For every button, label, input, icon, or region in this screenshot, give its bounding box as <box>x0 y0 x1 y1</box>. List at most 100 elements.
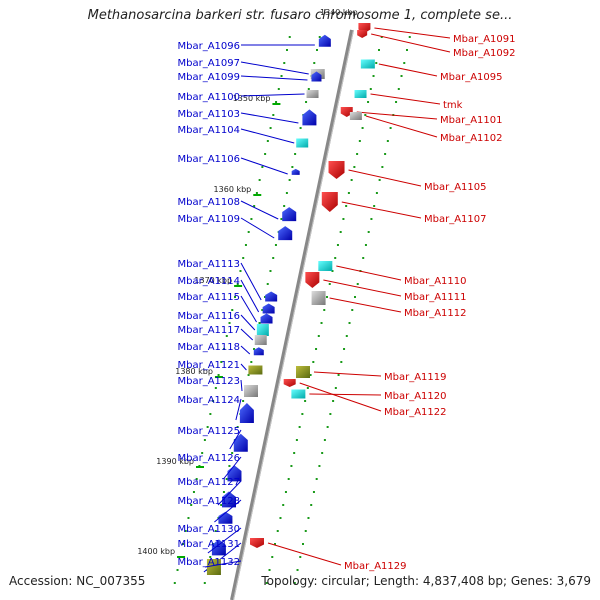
forward-gene-box <box>248 365 263 375</box>
reverse-gene-label: Mbar_A1107 <box>424 214 487 225</box>
outer-right-track-dot <box>265 582 268 584</box>
reverse-gene-label: Mbar_A1129 <box>344 561 407 572</box>
topology-text: Topology: circular; Length: 4,837,408 bp… <box>261 574 591 588</box>
reverse-label-connector <box>267 542 342 566</box>
outer-left-track-dot <box>228 465 231 467</box>
outer-left-track-dot <box>272 257 275 259</box>
forward-gene-label: Mbar_A1126 <box>177 453 240 464</box>
inner-right-track-dot <box>373 205 376 207</box>
outer-right-track-dot <box>315 348 318 350</box>
inner-right-track-dot <box>332 400 335 402</box>
forward-gene-arrow <box>239 403 254 423</box>
reverse-gene-label: Mbar_A1092 <box>453 48 516 59</box>
inner-right-track-dot <box>326 426 329 428</box>
inner-left-track-dot <box>195 478 198 480</box>
outer-right-track-dot <box>271 556 274 558</box>
outer-left-track-dot <box>307 88 310 90</box>
inner-right-track-dot <box>403 62 406 64</box>
backbone-line <box>230 29 354 600</box>
inner-left-track-dot <box>214 387 217 389</box>
outer-right-track-dot <box>350 179 353 181</box>
outer-right-track-dot <box>309 374 312 376</box>
reverse-gene-arrow <box>305 272 320 288</box>
inner-right-track-dot <box>370 218 373 220</box>
inner-left-track-dot <box>234 296 236 298</box>
outer-right-track-dot <box>284 491 287 493</box>
forward-label-connector <box>240 363 247 371</box>
outer-left-track-dot <box>253 348 256 350</box>
reverse-label-connector <box>341 201 422 219</box>
outer-right-track-dot <box>358 140 361 142</box>
outer-right-track-dot <box>306 387 309 389</box>
forward-gene-label: Mbar_A1104 <box>177 125 240 136</box>
inner-right-track-dot <box>378 179 381 181</box>
reverse-gene-arrow <box>321 192 338 212</box>
inner-left-track-dot <box>253 205 256 207</box>
reverse-gene-label: Mbar_A1112 <box>404 308 467 319</box>
scale-tick-label: 1370 kbp <box>194 276 232 285</box>
reverse-gene-label: Mbar_A1102 <box>440 133 503 144</box>
forward-gene-arrow <box>262 303 275 314</box>
forward-gene-label: Mbar_A1132 <box>177 557 240 568</box>
inner-right-track-dot <box>400 75 403 77</box>
reverse-gene-arrow <box>357 30 368 38</box>
outer-right-track-dot <box>298 426 301 428</box>
outer-left-track-dot <box>225 478 228 480</box>
inner-left-track-dot <box>283 62 286 64</box>
outer-left-track-dot <box>231 452 234 454</box>
inner-left-track-dot <box>190 504 193 506</box>
forward-gene-label: Mbar_A1130 <box>177 524 240 535</box>
reverse-gene-label: Mbar_A1111 <box>404 292 467 303</box>
forward-gene-label: Mbar_A1117 <box>177 325 240 336</box>
reverse-gene-box <box>311 291 326 305</box>
inner-right-track-dot <box>315 478 318 480</box>
outer-left-track-dot <box>236 426 239 428</box>
inner-right-track-dot <box>334 387 337 389</box>
outer-right-track-dot <box>274 543 276 545</box>
inner-right-track-dot <box>362 257 365 259</box>
inner-right-track-dot <box>321 452 324 454</box>
inner-right-track-dot <box>397 88 400 90</box>
forward-label-connector <box>240 61 309 75</box>
forward-label-connector <box>240 262 262 301</box>
reverse-gene-label: Mbar_A1110 <box>404 276 467 287</box>
forward-gene-label: Mbar_A1128 <box>177 496 240 507</box>
outer-left-track-dot <box>258 322 261 324</box>
reverse-gene-label: tmk <box>443 100 463 111</box>
inner-left-track-dot <box>231 309 234 311</box>
outer-right-track-dot <box>279 517 282 519</box>
forward-label-connector <box>240 217 275 239</box>
inner-left-track-dot <box>187 517 190 519</box>
reverse-gene-arrow <box>340 107 353 117</box>
inner-left-track-dot <box>201 452 204 454</box>
forward-gene-label: Mbar_A1116 <box>177 311 240 322</box>
forward-gene-arrow <box>311 71 322 82</box>
inner-right-track-dot <box>345 335 348 337</box>
outer-right-track-dot <box>334 257 337 259</box>
outer-left-track-dot <box>220 504 223 506</box>
inner-left-track-dot <box>275 101 278 103</box>
outer-right-track-dot <box>287 478 290 480</box>
inner-left-track-dot <box>244 244 247 246</box>
outer-left-track-dot <box>264 296 266 298</box>
outer-right-track-dot <box>317 335 320 337</box>
inner-right-track-dot <box>296 569 299 571</box>
tick-label-top: 1340 kbp <box>320 8 358 17</box>
inner-right-track-dot <box>312 491 315 493</box>
inner-right-track-dot <box>408 36 411 38</box>
inner-right-track-dot <box>318 465 321 467</box>
inner-right-track-dot <box>337 374 340 376</box>
outer-left-track-dot <box>250 361 253 363</box>
forward-gene-label: Mbar_A1114 <box>177 276 240 287</box>
forward-gene-arrow <box>278 226 293 241</box>
inner-right-track-dot <box>395 101 398 103</box>
forward-gene-box <box>206 559 221 575</box>
outer-right-track-dot <box>347 192 350 194</box>
reverse-gene-label: Mbar_A1119 <box>384 372 447 383</box>
outer-right-track-dot <box>342 218 345 220</box>
reverse-gene-arrow <box>328 161 345 179</box>
inner-left-track-dot <box>212 400 215 402</box>
reverse-label-connector <box>348 169 422 187</box>
forward-gene-box <box>244 385 258 397</box>
scale-tick-label: 1350 kbp <box>233 94 271 103</box>
